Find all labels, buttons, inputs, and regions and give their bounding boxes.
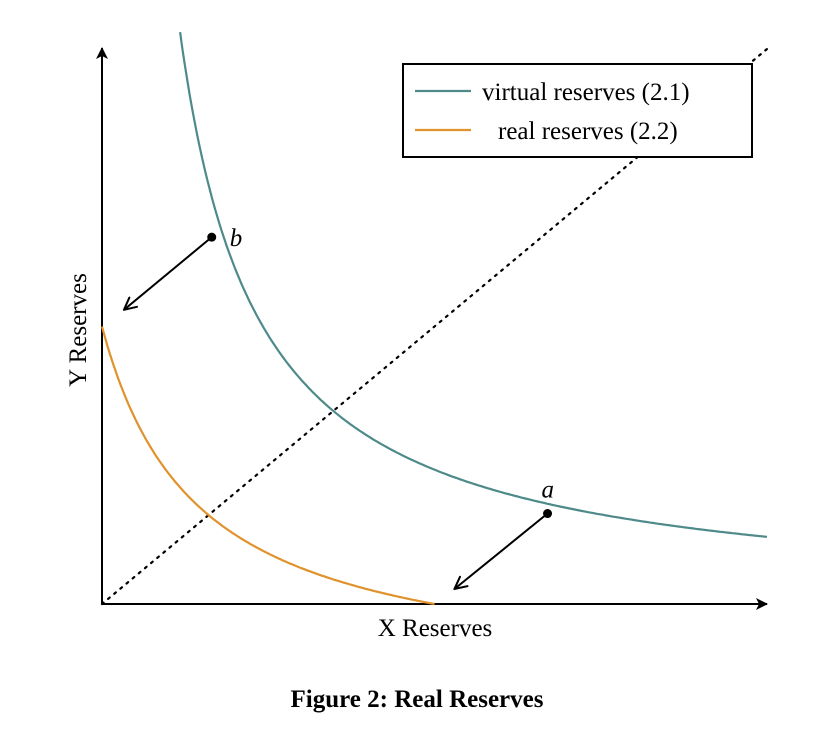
legend-box: [402, 63, 753, 158]
x-axis-label: X Reserves: [378, 615, 493, 642]
figure-caption: Figure 2: Real Reserves: [290, 686, 544, 713]
point-a-label: a: [542, 477, 555, 504]
point-b-label: b: [230, 225, 243, 252]
legend-label-virtual: virtual reserves (2.1): [482, 79, 690, 106]
point-b-arrow: [124, 236, 213, 310]
legend-label-real: real reserves (2.2): [498, 118, 678, 145]
y-axis-label: Y Reserves: [65, 273, 92, 387]
virtual-reserves-curve: [179, 31, 768, 538]
point-a-marker: [543, 509, 553, 519]
point-b-marker: [207, 232, 217, 242]
real-reserves-curve: [100, 326, 435, 606]
annotation-points: ba: [124, 225, 554, 589]
legend: virtual reserves (2.1) real reserves (2.…: [402, 63, 753, 158]
point-a-arrow: [454, 512, 549, 589]
